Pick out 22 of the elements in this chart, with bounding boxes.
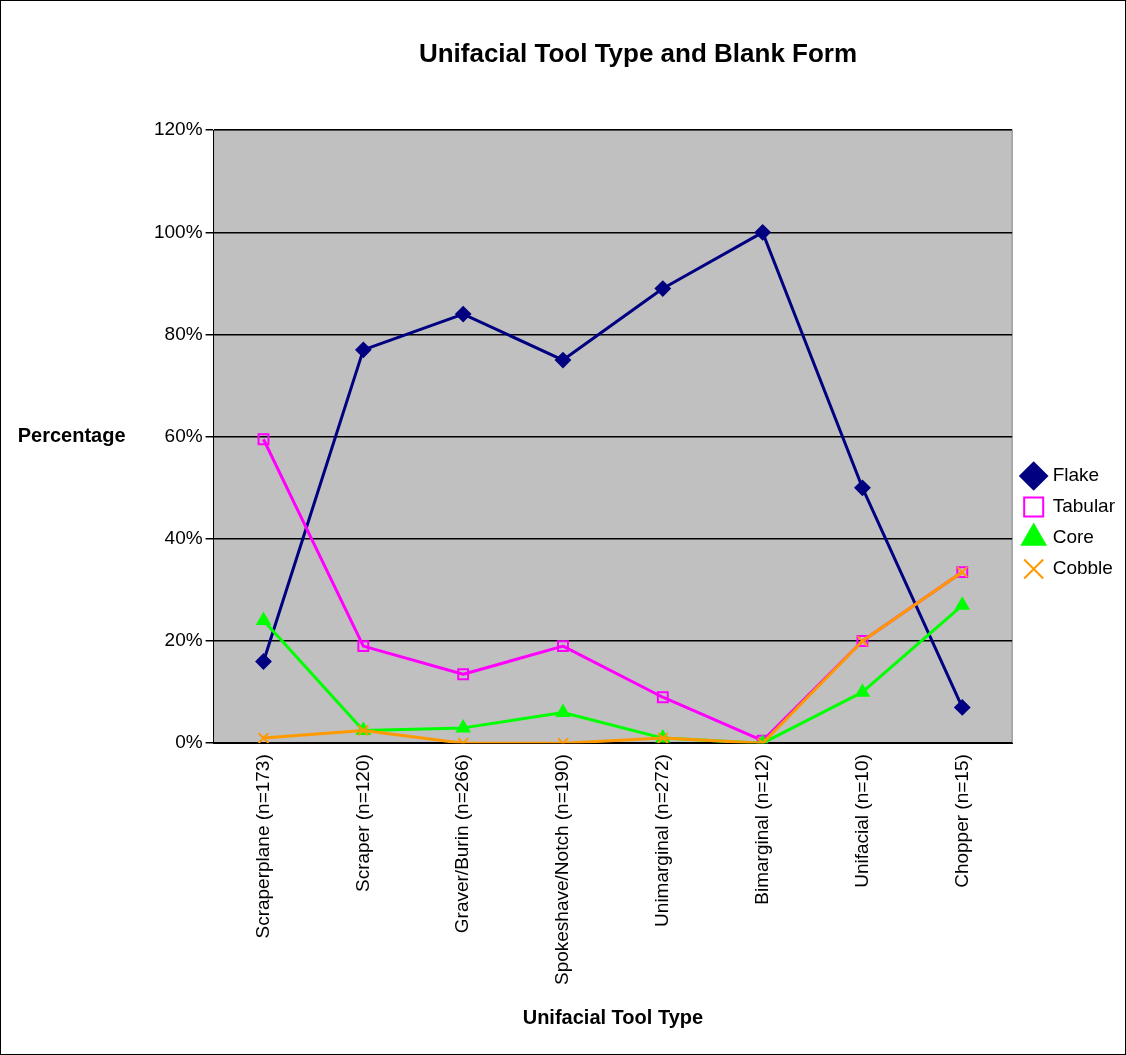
y-tick-label: 60% [164, 424, 203, 446]
y-tick-label: 100% [153, 220, 203, 242]
x-tick-label: Scraper (n=120) [351, 754, 373, 893]
x-tick-label: Scraperplane (n=173) [251, 754, 273, 939]
x-tick-label: Chopper (n=15) [950, 754, 972, 888]
x-tick-label: Spokeshave/Notch (n=190) [551, 754, 573, 986]
x-axis-title: Unifacial Tool Type [522, 1005, 704, 1028]
y-tick-label: 0% [175, 731, 203, 753]
legend-label: Flake [1052, 464, 1100, 486]
legend-label: Cobble [1052, 557, 1113, 579]
chart-title: Unifacial Tool Type and Blank Form [418, 37, 858, 68]
y-tick-label: 20% [164, 629, 203, 651]
legend-label: Tabular [1052, 495, 1116, 517]
x-tick-label: Graver/Burin (n=266) [451, 754, 473, 934]
legend-label: Core [1052, 526, 1094, 548]
x-tick-label: Unimarginal (n=272) [651, 754, 673, 927]
y-tick-label: 40% [164, 527, 203, 549]
y-axis-title: Percentage [17, 424, 126, 447]
x-tick-label: Unifacial (n=10) [850, 754, 872, 888]
y-tick-label: 120% [153, 118, 203, 140]
x-tick-label: Bimarginal (n=12) [750, 754, 772, 905]
y-tick-label: 80% [164, 322, 203, 344]
